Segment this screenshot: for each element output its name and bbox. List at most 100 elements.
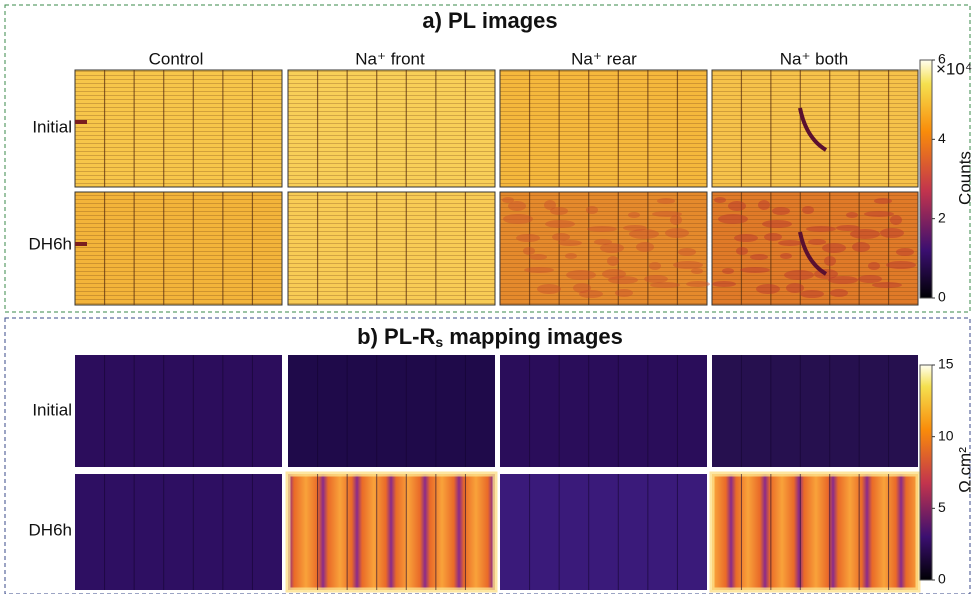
pl-fingers <box>712 70 918 187</box>
defect <box>722 268 734 274</box>
defect <box>607 256 619 266</box>
colorbar-tick-label: 6 <box>938 51 946 67</box>
colorbar-tick-label: 5 <box>938 499 946 515</box>
colorbars: 0 2 4 6 0 5 10 15 <box>919 51 954 587</box>
defect <box>670 215 682 225</box>
defect <box>740 267 770 273</box>
row-label: Initial <box>32 400 72 419</box>
defect <box>874 198 892 204</box>
rs-image <box>712 355 918 467</box>
defect <box>566 270 596 280</box>
rs-image <box>288 355 495 467</box>
colorbar-tick-label: 15 <box>938 356 954 372</box>
row-label: DH6h <box>29 520 72 539</box>
defect <box>678 248 696 256</box>
title-part: b) PL-R <box>357 324 435 349</box>
defect <box>673 261 703 269</box>
defect <box>886 261 916 269</box>
defect <box>824 256 836 266</box>
defect <box>503 214 533 224</box>
rs-edge <box>709 471 921 593</box>
panel-b-title: b) PL-Rs mapping images <box>357 324 623 350</box>
defect <box>822 243 846 253</box>
defect <box>636 242 654 252</box>
title-part: mapping images <box>443 324 623 349</box>
defect <box>644 275 668 283</box>
pl-fingers <box>712 192 918 305</box>
pl-fingers <box>500 192 707 305</box>
defect <box>762 220 792 228</box>
defect <box>529 254 547 260</box>
defect <box>736 247 748 255</box>
defect <box>806 226 836 232</box>
pl-fingers <box>75 70 282 187</box>
defect <box>502 197 514 203</box>
defect <box>728 201 746 211</box>
defect <box>524 267 554 273</box>
defect <box>586 206 598 214</box>
defect <box>600 243 624 253</box>
defect <box>544 200 556 210</box>
defect <box>608 276 638 284</box>
defect <box>778 240 802 246</box>
defect <box>629 229 659 239</box>
defect <box>864 211 894 217</box>
defect <box>579 290 603 298</box>
colorbar-multiplier: ×10⁴ <box>936 59 972 78</box>
defect <box>587 226 617 232</box>
colorbar-label: Counts <box>955 151 974 205</box>
title-sub: s <box>435 334 443 350</box>
edge-defect <box>75 120 87 124</box>
defect <box>550 207 568 215</box>
defect <box>565 253 577 259</box>
defect <box>691 268 703 274</box>
column-label: Control <box>149 49 204 68</box>
defect <box>628 212 640 218</box>
panel-a-border <box>4 4 971 313</box>
defect <box>852 242 870 252</box>
defect <box>537 284 561 294</box>
defect <box>552 233 570 241</box>
defect <box>714 197 726 203</box>
row-label: Initial <box>32 117 72 136</box>
image-grid <box>74 69 921 593</box>
defect <box>756 284 780 294</box>
defect <box>868 262 880 270</box>
pl-fingers <box>288 192 495 305</box>
defect <box>896 248 914 256</box>
defect <box>602 269 626 279</box>
defect <box>758 200 770 210</box>
colorbar <box>919 364 933 581</box>
defect <box>665 228 689 238</box>
defect <box>780 253 792 259</box>
defect <box>828 276 858 284</box>
colorbar <box>919 59 933 299</box>
colorbar-tick-label: 0 <box>938 289 946 305</box>
defect <box>872 282 902 288</box>
defect <box>649 262 661 270</box>
pl-fingers <box>500 70 707 187</box>
defect <box>734 234 758 242</box>
defect <box>850 229 880 239</box>
defect <box>623 225 647 231</box>
defect <box>880 228 904 238</box>
defect <box>650 282 680 288</box>
pl-fingers <box>288 70 495 187</box>
defect <box>594 239 612 245</box>
defect <box>652 211 682 217</box>
defect <box>808 239 826 245</box>
defect <box>573 283 591 293</box>
defect <box>523 247 535 255</box>
defect <box>846 212 858 218</box>
defect <box>830 289 848 297</box>
rs-image <box>500 474 707 590</box>
defect <box>802 206 814 214</box>
rs-image <box>288 474 495 590</box>
panel-b-border <box>4 317 971 594</box>
rs-edge <box>285 471 498 593</box>
defect <box>686 281 710 287</box>
defect <box>750 254 768 260</box>
defect <box>545 220 575 228</box>
defect <box>786 283 804 293</box>
